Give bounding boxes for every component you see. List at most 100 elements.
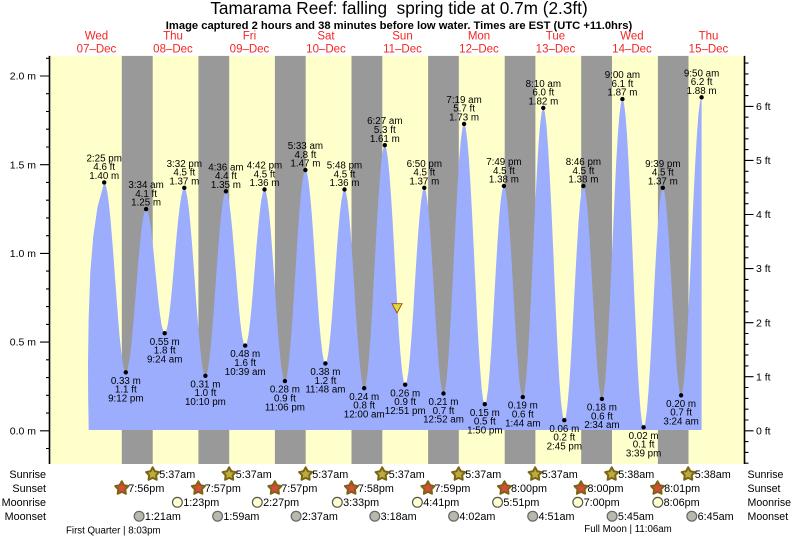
svg-text:8:06pm: 8:06pm xyxy=(664,497,700,509)
svg-text:1.0 m: 1.0 m xyxy=(10,248,37,260)
svg-text:13–Dec: 13–Dec xyxy=(536,44,576,56)
svg-text:0.38 m: 0.38 m xyxy=(310,367,340,378)
svg-text:1.88 m: 1.88 m xyxy=(687,86,717,97)
svg-text:0.7 ft: 0.7 ft xyxy=(433,406,455,417)
svg-text:4:41pm: 4:41pm xyxy=(423,497,459,509)
svg-text:0.19 m: 0.19 m xyxy=(508,401,538,412)
svg-text:7:57pm: 7:57pm xyxy=(281,483,317,495)
svg-text:5:38am: 5:38am xyxy=(695,469,731,481)
svg-text:1.73 m: 1.73 m xyxy=(449,113,479,124)
svg-text:1:50 pm: 1:50 pm xyxy=(467,425,502,436)
svg-text:7:19 am: 7:19 am xyxy=(446,95,481,106)
svg-text:7:58pm: 7:58pm xyxy=(358,483,394,495)
svg-text:1.82 m: 1.82 m xyxy=(528,97,558,108)
svg-text:12:51 pm: 12:51 pm xyxy=(385,406,426,417)
svg-text:9:50 am: 9:50 am xyxy=(684,68,719,79)
svg-text:3:18am: 3:18am xyxy=(381,511,417,523)
svg-text:6:50 pm: 6:50 pm xyxy=(407,159,442,170)
svg-text:Moonrise: Moonrise xyxy=(2,497,46,509)
svg-text:12:52 am: 12:52 am xyxy=(423,415,464,426)
svg-text:6:45am: 6:45am xyxy=(698,511,734,523)
svg-text:2:37am: 2:37am xyxy=(302,511,338,523)
svg-text:4.5 ft: 4.5 ft xyxy=(254,169,276,180)
svg-text:6:27 am: 6:27 am xyxy=(367,116,402,127)
svg-text:8:46 pm: 8:46 pm xyxy=(566,157,601,168)
svg-text:12–Dec: 12–Dec xyxy=(459,44,499,56)
svg-text:8:00pm: 8:00pm xyxy=(511,483,547,495)
svg-text:0.15 m: 0.15 m xyxy=(470,408,500,419)
svg-text:3:39 pm: 3:39 pm xyxy=(626,449,661,460)
svg-text:10:39 am: 10:39 am xyxy=(225,367,266,378)
svg-text:Sun: Sun xyxy=(392,31,412,43)
svg-text:5:37am: 5:37am xyxy=(389,469,425,481)
svg-text:1.0 ft: 1.0 ft xyxy=(195,388,217,399)
svg-text:0.24 m: 0.24 m xyxy=(349,392,379,403)
svg-text:5:45am: 5:45am xyxy=(618,511,654,523)
svg-text:1.6 ft: 1.6 ft xyxy=(234,358,256,369)
svg-text:9:24 am: 9:24 am xyxy=(147,354,182,365)
svg-text:7:57pm: 7:57pm xyxy=(205,483,241,495)
svg-text:0.6 ft: 0.6 ft xyxy=(591,411,613,422)
svg-text:0.31 m: 0.31 m xyxy=(190,379,220,390)
svg-text:1.8 ft: 1.8 ft xyxy=(154,346,176,357)
svg-text:Sunset: Sunset xyxy=(12,483,46,495)
svg-text:3:34 am: 3:34 am xyxy=(128,180,163,191)
svg-text:5:51pm: 5:51pm xyxy=(503,497,539,509)
svg-text:4.1 ft: 4.1 ft xyxy=(135,189,157,200)
svg-text:4.5 ft: 4.5 ft xyxy=(334,169,356,180)
svg-text:5:48 pm: 5:48 pm xyxy=(327,161,362,172)
svg-text:7:59pm: 7:59pm xyxy=(434,483,470,495)
svg-text:1.37 m: 1.37 m xyxy=(648,176,678,187)
svg-text:Mon: Mon xyxy=(468,31,490,43)
svg-text:First Quarter | 8:03pm: First Quarter | 8:03pm xyxy=(66,526,161,537)
svg-text:0 ft: 0 ft xyxy=(756,425,771,437)
svg-text:5:37am: 5:37am xyxy=(465,469,501,481)
svg-text:3:24 am: 3:24 am xyxy=(663,417,698,428)
svg-text:1:59am: 1:59am xyxy=(223,511,259,523)
svg-text:Tamarama Reef: falling spring: Tamarama Reef: falling spring tide at 0.… xyxy=(210,0,587,18)
svg-text:0.2 ft: 0.2 ft xyxy=(553,433,575,444)
svg-text:5 ft: 5 ft xyxy=(756,155,771,167)
svg-text:3:33pm: 3:33pm xyxy=(343,497,379,509)
svg-text:2:25 pm: 2:25 pm xyxy=(86,153,121,164)
svg-text:6 ft: 6 ft xyxy=(756,101,771,113)
svg-text:Moonset: Moonset xyxy=(5,511,46,523)
svg-text:7:00pm: 7:00pm xyxy=(584,497,620,509)
svg-text:4.5 ft: 4.5 ft xyxy=(413,168,435,179)
svg-text:1.36 m: 1.36 m xyxy=(250,178,280,189)
svg-text:8:01pm: 8:01pm xyxy=(664,483,700,495)
svg-text:5.7 ft: 5.7 ft xyxy=(453,104,475,115)
svg-text:7:49 pm: 7:49 pm xyxy=(486,157,521,168)
svg-text:Moonrise: Moonrise xyxy=(748,497,792,509)
svg-text:0.1 ft: 0.1 ft xyxy=(633,440,655,451)
svg-text:1.47 m: 1.47 m xyxy=(290,159,320,170)
svg-text:Fri: Fri xyxy=(243,31,256,43)
svg-text:Wed: Wed xyxy=(85,31,108,43)
svg-text:0.8 ft: 0.8 ft xyxy=(353,401,375,412)
svg-text:6.2 ft: 6.2 ft xyxy=(691,77,713,88)
svg-text:0.33 m: 0.33 m xyxy=(111,376,141,387)
svg-text:4.5 ft: 4.5 ft xyxy=(493,166,515,177)
svg-text:8:10 am: 8:10 am xyxy=(526,79,561,90)
svg-text:08–Dec: 08–Dec xyxy=(153,44,193,56)
svg-text:0.5 m: 0.5 m xyxy=(10,337,37,349)
svg-text:Sunset: Sunset xyxy=(748,483,781,495)
svg-text:Thu: Thu xyxy=(163,31,183,43)
svg-text:Sunrise: Sunrise xyxy=(9,469,46,481)
svg-text:4 ft: 4 ft xyxy=(756,209,771,221)
svg-text:1.35 m: 1.35 m xyxy=(211,180,241,191)
svg-text:1:44 am: 1:44 am xyxy=(505,418,540,429)
svg-text:15–Dec: 15–Dec xyxy=(689,44,729,56)
svg-text:5:37am: 5:37am xyxy=(542,469,578,481)
svg-text:9:00 am: 9:00 am xyxy=(605,70,640,81)
svg-text:4:36 am: 4:36 am xyxy=(208,162,243,173)
svg-text:1.37 m: 1.37 m xyxy=(169,176,199,187)
svg-text:0.55 m: 0.55 m xyxy=(150,337,180,348)
svg-text:Full Moon | 11:06am: Full Moon | 11:06am xyxy=(584,524,671,535)
svg-text:0.18 m: 0.18 m xyxy=(587,403,617,414)
svg-text:14–Dec: 14–Dec xyxy=(612,44,652,56)
svg-text:1.36 m: 1.36 m xyxy=(330,178,360,189)
svg-text:2:34 am: 2:34 am xyxy=(584,420,619,431)
svg-text:1 ft: 1 ft xyxy=(756,371,771,383)
svg-text:07–Dec: 07–Dec xyxy=(77,44,117,56)
